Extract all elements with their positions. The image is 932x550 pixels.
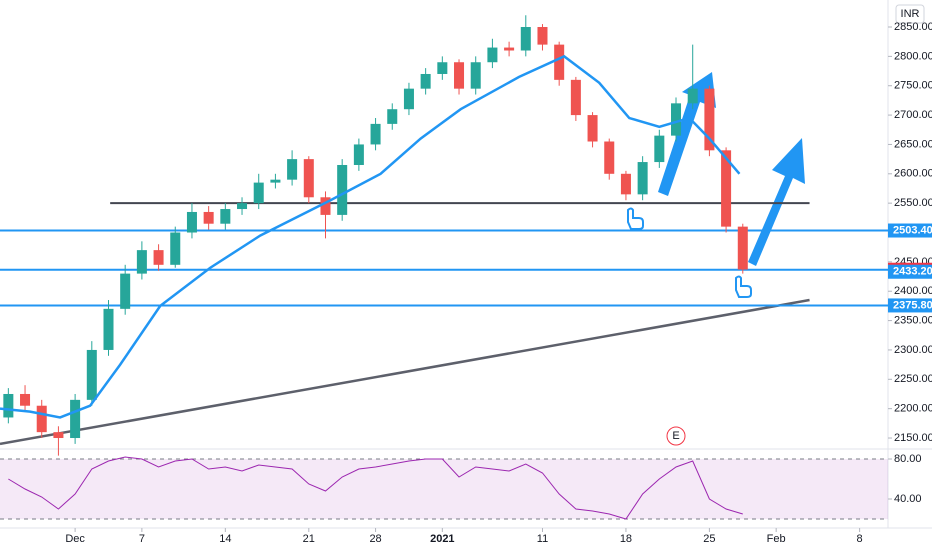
candle-body [604, 141, 615, 174]
candle-body [620, 173, 631, 195]
candle-body [671, 103, 682, 136]
x-tick-label: Feb [767, 533, 786, 545]
level-tag [888, 223, 932, 238]
candle-body [270, 179, 281, 183]
level-tag-label: 2503.40 [893, 224, 932, 236]
candle-body [721, 150, 732, 227]
currency: INR [901, 8, 920, 20]
candle-body [387, 109, 398, 124]
level-tag [888, 298, 932, 313]
x-tick-label: Dec [65, 533, 85, 545]
price-tag-label: 2433.20 [893, 266, 932, 278]
candle-body [737, 226, 748, 270]
y-tick-label: 2600.00 [894, 168, 932, 180]
candle-body [637, 162, 648, 195]
rsi-line [8, 456, 743, 520]
candle-body [437, 62, 448, 74]
candle-body [20, 393, 31, 406]
candle-body [654, 135, 665, 163]
candle-body [136, 250, 147, 274]
rsi-band [0, 459, 888, 519]
y-tick-label: 2850.00 [894, 21, 932, 33]
candle-body [337, 164, 348, 215]
candle-body [237, 203, 248, 210]
candle-body [687, 88, 698, 104]
candle-body [153, 250, 164, 265]
y-tick-label: 2650.00 [894, 138, 932, 150]
y-tick-label: 2300.00 [894, 344, 932, 356]
currency-badge[interactable] [895, 4, 925, 24]
rsi-tick-label: 80.00 [894, 453, 922, 465]
event-marker [666, 426, 686, 446]
price-tag [888, 264, 932, 279]
x-tick-label: 28 [369, 533, 381, 545]
x-tick-label: 11 [537, 533, 548, 545]
hand-icon [735, 275, 752, 298]
moving-average [0, 54, 741, 419]
candle-body [487, 47, 498, 63]
y-tick-label: 2700.00 [894, 109, 932, 121]
candle-body [420, 73, 431, 89]
event-label: E [672, 430, 679, 442]
candle-body [470, 62, 481, 89]
candle-body [120, 273, 131, 309]
y-tick-label: 2750.00 [894, 80, 932, 92]
candle-body [454, 62, 465, 89]
x-tick-label: 14 [219, 533, 231, 545]
trend-line [0, 298, 810, 446]
y-tick-label: 2350.00 [894, 314, 932, 326]
candle-body [203, 211, 214, 224]
candle-body [554, 44, 565, 80]
candle-body [303, 159, 314, 198]
y-tick-label: 2550.00 [894, 197, 932, 209]
x-tick-label: 25 [703, 533, 715, 545]
arrow [748, 138, 805, 266]
y-tick-label: 2400.00 [894, 285, 932, 297]
candle-body [220, 209, 231, 224]
x-tick-label: 21 [303, 533, 315, 545]
candle-body [287, 159, 298, 180]
candle-body [186, 211, 197, 233]
candle-body [570, 79, 581, 116]
hand-icon [627, 207, 644, 230]
candle-body [504, 47, 515, 51]
x-tick-label: 2021 [430, 533, 454, 545]
y-tick-label: 2200.00 [894, 403, 932, 415]
y-tick-label: 2250.00 [894, 373, 932, 385]
candle-body [103, 308, 114, 350]
candle-body [370, 123, 381, 145]
y-tick-label: 2150.00 [894, 432, 932, 444]
candle-body [520, 27, 531, 51]
x-tick-label: 7 [139, 533, 145, 545]
rsi-tick-label: 40.00 [894, 493, 922, 505]
candle-body [36, 405, 47, 433]
candle-body [70, 399, 81, 439]
candle-body [170, 232, 181, 265]
x-tick-label: 8 [857, 533, 863, 545]
arrow [658, 72, 716, 196]
candle-body [353, 144, 364, 165]
candle-body [403, 88, 414, 110]
level-tag-label: 2375.80 [893, 299, 932, 311]
candle-body [537, 27, 548, 45]
x-tick-label: 18 [620, 533, 632, 545]
candle-body [587, 115, 598, 142]
candle-body [3, 393, 14, 418]
y-tick-label: 2800.00 [894, 50, 932, 62]
candle-body [53, 432, 64, 439]
candle-body [320, 197, 331, 215]
candle-body [704, 88, 715, 151]
candle-body [253, 182, 264, 204]
candle-body [86, 349, 97, 400]
